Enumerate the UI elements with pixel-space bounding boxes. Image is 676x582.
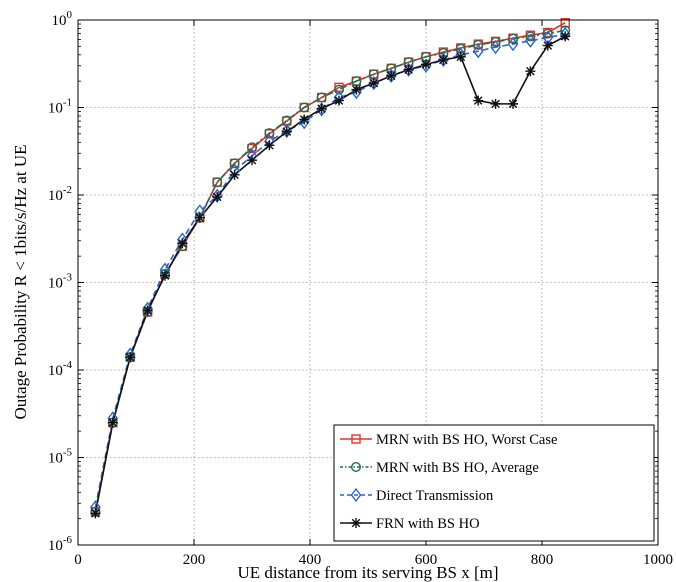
data-point [90,508,101,519]
y-tick-label: 10-2 [48,184,72,204]
data-point [385,68,397,84]
legend-box [333,424,655,542]
y-tick-label: 10-5 [48,447,73,467]
data-point [472,44,484,59]
data-point [246,142,257,153]
legend-marker-2 [351,462,362,473]
data-point [142,305,153,316]
data-point [386,70,397,81]
data-point [525,66,536,77]
data-point [473,95,484,106]
x-tick-label: 600 [415,552,438,568]
data-point [264,140,275,151]
data-point [368,75,380,91]
data-point [316,92,327,103]
x-tick-label: 0 [74,552,82,568]
legend-marker-4 [351,518,361,528]
y-tick-labels: 10-6 10-5 10-4 10-3 10-2 10-1 100 [48,9,73,554]
data-point [160,270,170,281]
data-point [542,40,553,51]
data-point [334,84,345,95]
x-tick-label: 800 [531,552,554,568]
data-point [212,177,223,188]
data-point [299,114,310,125]
series-4-markers [90,31,571,519]
legend-marker-3 [350,487,362,503]
y-tick-label: 10-4 [48,359,73,379]
data-point [299,102,310,113]
data-point [420,58,432,73]
data-point [351,84,362,95]
series-line-3 [94,33,566,508]
data-point [177,238,188,249]
legend-label-3: Direct Transmission [376,488,494,504]
y-tick-label: 10-6 [48,534,73,554]
data-point [473,39,484,50]
data-point [490,39,501,55]
legend-label-4: FRN with BS HO [376,516,480,532]
data-point [525,31,536,42]
y-tick-label: 100 [52,9,73,29]
data-point [507,36,519,52]
series-markers [90,18,571,519]
data-point [525,33,536,48]
legend-entries: MRN with BS HO, Worst Case MRN with BS HO… [340,432,557,532]
data-point [229,158,240,169]
x-axis-label: UE distance from its serving BS x [m] [237,563,498,582]
series-line-4 [94,35,566,514]
data-point [455,51,466,62]
data-point [229,169,240,180]
data-point [264,128,275,139]
y-tick-label: 10-3 [48,272,73,292]
series-lines [94,22,566,514]
data-point [508,98,518,109]
x-tick-label: 1000 [643,552,673,568]
y-axis-label: Outage Probability R < 1bits/s/Hz at UE [11,145,30,420]
data-point [281,126,292,137]
data-point [107,417,118,428]
data-point [316,103,327,114]
x-tick-label: 200 [183,552,206,568]
legend: MRN with BS HO, Worst Case MRN with BS HO… [333,424,655,542]
data-point [560,31,571,42]
axis-ticks [77,19,659,546]
y-tick-label: 10-1 [48,97,72,117]
data-point [334,95,344,106]
data-point [438,54,449,65]
legend-marker-1 [351,434,361,444]
data-point [125,352,136,363]
data-point [316,102,327,117]
data-point [490,98,501,109]
data-point [438,52,449,68]
legend-label-2: MRN with BS HO, Average [376,460,539,476]
legend-label-1: MRN with BS HO, Worst Case [376,432,557,448]
data-point [508,33,519,44]
data-point [247,155,257,166]
x-tick-labels: 0 200 400 600 800 1000 [74,552,673,568]
data-point [490,37,501,48]
data-point [212,191,223,202]
x-tick-label: 400 [299,552,322,568]
data-point [403,64,414,75]
data-point [403,62,414,77]
data-point [368,78,379,89]
data-point [421,59,431,70]
data-point [194,212,205,223]
data-point [542,28,553,39]
